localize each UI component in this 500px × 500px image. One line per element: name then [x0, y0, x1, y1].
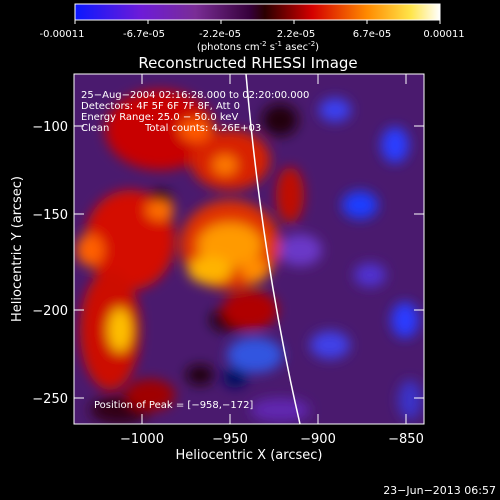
x-tick-label: −900 [300, 432, 336, 447]
y-tick-label: −250 [32, 392, 68, 407]
colorbar-tick-label: -0.00011 [40, 29, 85, 40]
rhessi-image [74, 74, 424, 424]
info-detectors: Detectors: 4F 5F 6F 7F 8F, Att 0 [81, 101, 240, 112]
info-total-counts: Total counts: 4.26E+03 [144, 123, 261, 134]
plot-frame [73, 73, 425, 425]
colorbar-tick-label: 2.2e-05 [277, 29, 315, 40]
info-method: Clean [81, 123, 109, 134]
x-tick-label: −1000 [120, 432, 164, 447]
colorbar-tick-label: -2.2e-05 [199, 29, 241, 40]
colorbar-tick-label: 0.00011 [423, 29, 464, 40]
plot-title: Reconstructed RHESSI Image [138, 54, 357, 72]
colorbar-tick-label: -6.7e-05 [123, 29, 165, 40]
y-axis-label: Heliocentric Y (arcsec) [10, 176, 25, 322]
colorbar-gradient [74, 3, 441, 21]
solar-limb-line [245, 74, 301, 424]
axis-tick-marks [74, 74, 424, 424]
colorbar: -0.00011 -6.7e-05 -2.2e-05 2.2e-05 6.7e-… [40, 3, 465, 53]
footer-timestamp: 23−Jun−2013 06:57 [383, 484, 496, 497]
x-axis-label: Heliocentric X (arcsec) [176, 448, 323, 463]
image-info: 25−Aug−2004 02:16:28.000 to 02:20:00.000… [81, 90, 309, 134]
colorbar-unit: (photons cm-2 s-1 asec-2) [197, 40, 319, 53]
colorbar-tick-label: 6.7e-05 [353, 29, 391, 40]
colorbar-tick-marks [74, 20, 441, 24]
y-tick-label: −150 [32, 208, 68, 223]
y-tick-label: −200 [32, 304, 68, 319]
info-energy-range: Energy Range: 25.0 − 50.0 keV [81, 112, 238, 123]
y-tick-label: −100 [32, 120, 68, 135]
info-time-range: 25−Aug−2004 02:16:28.000 to 02:20:00.000 [81, 90, 309, 101]
x-tick-label: −950 [212, 432, 248, 447]
peak-position: Position of Peak = [−958,−172] [94, 400, 253, 411]
x-tick-label: −850 [388, 432, 424, 447]
